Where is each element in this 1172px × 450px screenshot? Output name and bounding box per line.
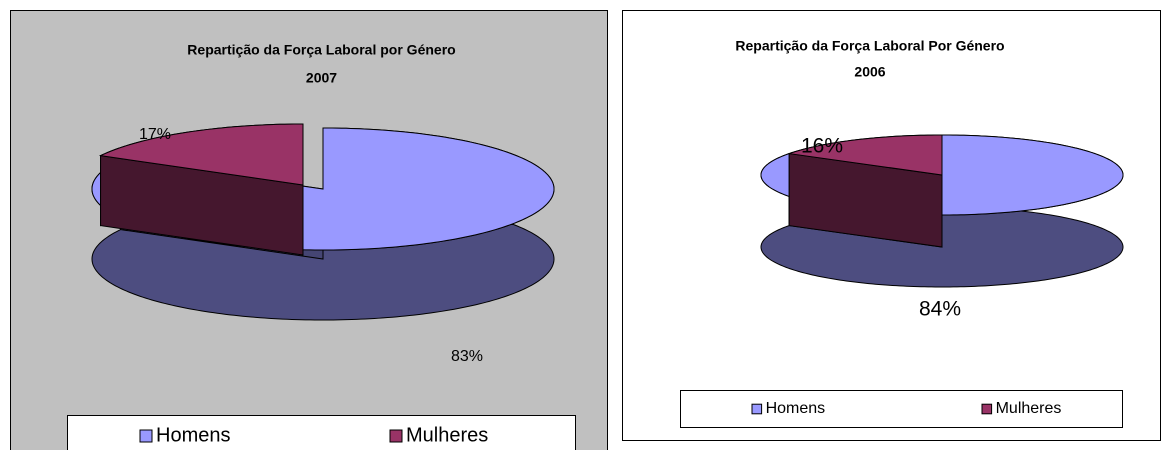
chart-title: Repartição da Força Laboral Por Género (735, 38, 1004, 54)
chart-title: Repartição da Força Laboral por Género (187, 42, 455, 58)
pie-slice (788, 134, 943, 248)
chart: Repartição da Força Laboral por Género 20… (10, 10, 608, 450)
chart-subtitle: 2006 (854, 64, 885, 80)
chart-subtitle: 2007 (306, 70, 337, 86)
data-label: 16% (801, 135, 843, 158)
legend-label: Homens (766, 400, 826, 417)
legend-swatch (751, 403, 763, 415)
data-label: 83% (451, 348, 483, 365)
slice-top (98, 123, 304, 186)
slice-top (789, 134, 943, 176)
legend-swatch (389, 429, 403, 443)
data-label: 84% (919, 298, 961, 321)
title-background (703, 32, 1098, 87)
chart: Repartição da Força Laboral Por Género 20… (622, 10, 1161, 441)
legend-swatch (139, 429, 153, 443)
legend-label: Mulheres (996, 400, 1062, 417)
pie-slice (98, 123, 304, 256)
legend-label: Mulheres (406, 424, 488, 446)
legend-swatch (981, 403, 993, 415)
data-label: 17% (139, 126, 171, 143)
legend-label: Homens (156, 424, 230, 446)
